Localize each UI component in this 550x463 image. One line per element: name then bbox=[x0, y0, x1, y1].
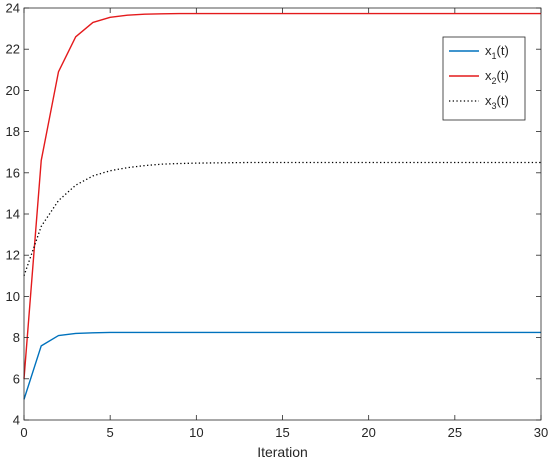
legend-box bbox=[442, 36, 526, 121]
y-tick-label: 4 bbox=[13, 413, 20, 428]
x-tick-label: 5 bbox=[107, 425, 114, 440]
series-layer bbox=[23, 12, 541, 400]
series-line-2 bbox=[23, 12, 541, 379]
legend-label-1: x1(t) bbox=[485, 43, 509, 61]
legend: x1(t) x2(t) x3(t) bbox=[442, 36, 526, 121]
y-tick-label: 18 bbox=[6, 124, 20, 139]
x-tick-label: 15 bbox=[275, 425, 289, 440]
y-tick-label: 10 bbox=[6, 289, 20, 304]
x-tick-label: 30 bbox=[534, 425, 548, 440]
y-tick-label: 22 bbox=[6, 42, 20, 57]
y-tick-label: 24 bbox=[6, 1, 20, 16]
legend-label-2: x2(t) bbox=[485, 68, 509, 86]
axes-layer: 0 5 10 15 20 25 30 4 6 8 10 12 14 16 18 20 22 24 bbox=[6, 1, 549, 441]
y-tick-label: 12 bbox=[6, 248, 20, 263]
x-axis-title: Iteration bbox=[257, 444, 308, 460]
x-tick-label: 20 bbox=[361, 425, 375, 440]
y-tick-label: 14 bbox=[6, 207, 20, 222]
y-tick-label: 20 bbox=[6, 83, 20, 98]
legend-label-3: x3(t) bbox=[485, 93, 509, 111]
series-line-1 bbox=[23, 331, 541, 400]
x-tick-label: 25 bbox=[448, 425, 462, 440]
y-tick-label: 16 bbox=[6, 165, 20, 180]
y-tick-label: 6 bbox=[13, 371, 20, 386]
y-tick-label: 8 bbox=[13, 330, 20, 345]
series-line-3 bbox=[23, 161, 541, 277]
x-tick-label: 0 bbox=[20, 425, 27, 440]
x-tick-label: 10 bbox=[189, 425, 203, 440]
